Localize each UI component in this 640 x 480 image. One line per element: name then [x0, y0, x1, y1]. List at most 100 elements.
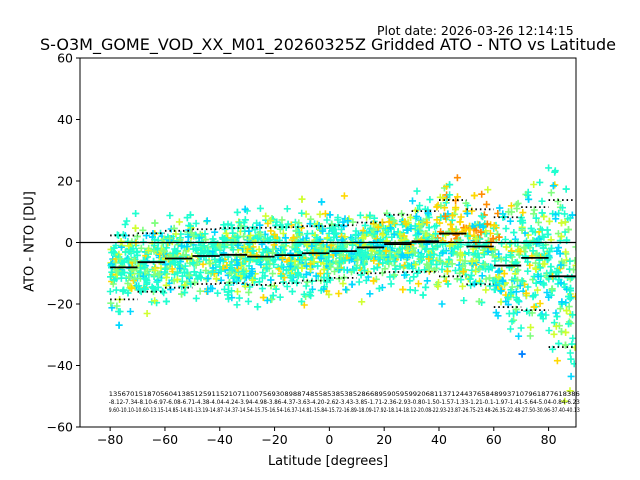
data-point — [404, 262, 412, 270]
data-point — [120, 286, 127, 294]
y-tick-label: 0 — [65, 235, 73, 250]
data-point — [135, 270, 143, 278]
data-point — [348, 280, 356, 288]
data-point — [545, 217, 553, 225]
data-point — [425, 255, 433, 263]
data-point — [441, 204, 448, 212]
data-point — [255, 278, 263, 286]
data-point — [151, 297, 159, 305]
data-point — [553, 357, 561, 365]
data-point — [122, 248, 129, 256]
data-point — [446, 191, 454, 199]
data-point — [512, 288, 520, 296]
data-point — [562, 328, 570, 336]
data-point — [484, 186, 492, 194]
data-point — [570, 360, 576, 368]
data-point — [468, 257, 476, 265]
data-point — [356, 251, 364, 259]
data-point — [157, 257, 165, 265]
data-point — [170, 277, 178, 285]
data-point — [480, 250, 488, 258]
data-point — [565, 226, 572, 234]
data-point — [529, 293, 537, 301]
data-point — [437, 214, 445, 221]
data-point — [288, 288, 296, 295]
data-point — [443, 267, 451, 275]
data-point — [483, 200, 491, 208]
data-point — [450, 245, 458, 253]
data-point — [548, 285, 556, 293]
data-point — [151, 219, 159, 227]
data-point — [220, 243, 228, 251]
data-point — [303, 262, 311, 270]
data-point — [387, 280, 395, 288]
data-point — [482, 275, 490, 283]
data-point — [267, 216, 274, 224]
data-point — [547, 263, 555, 271]
bin-label-row: -8.12-7.34-8.10-6.97-6.08-6.71-4.38-4.04… — [109, 399, 580, 406]
data-point — [222, 229, 230, 237]
data-point — [335, 290, 343, 298]
data-point — [162, 297, 170, 305]
data-point — [262, 212, 270, 220]
data-point — [449, 212, 456, 219]
data-point — [472, 268, 480, 275]
data-point — [112, 286, 120, 294]
data-point — [114, 267, 122, 275]
data-point — [258, 274, 266, 282]
data-point — [496, 204, 504, 212]
data-point — [410, 273, 418, 281]
data-point — [256, 221, 264, 229]
data-point — [370, 265, 378, 273]
data-point — [366, 211, 374, 219]
data-point — [323, 216, 331, 224]
data-point — [497, 287, 505, 295]
data-point — [233, 208, 241, 216]
data-point — [556, 305, 564, 313]
data-point — [543, 289, 551, 296]
data-point — [486, 274, 493, 282]
data-point — [225, 295, 232, 303]
data-point — [385, 218, 393, 226]
x-tick-label: −20 — [261, 432, 287, 447]
data-point — [293, 279, 301, 287]
data-point — [130, 257, 138, 265]
data-point — [504, 294, 512, 301]
data-point — [482, 286, 490, 294]
data-point — [538, 209, 546, 217]
data-point — [457, 213, 465, 221]
data-point — [200, 242, 208, 250]
data-point — [510, 229, 518, 236]
data-point — [130, 274, 138, 282]
data-point — [448, 225, 456, 233]
data-point — [471, 249, 479, 257]
data-point — [508, 317, 516, 325]
data-point — [335, 266, 343, 274]
data-point — [370, 277, 378, 285]
data-point — [448, 260, 456, 268]
data-point — [513, 276, 521, 284]
data-point — [133, 265, 140, 272]
data-point — [419, 291, 427, 299]
data-point — [281, 274, 288, 282]
data-point — [562, 185, 570, 193]
data-point — [361, 232, 369, 240]
data-point — [136, 286, 144, 294]
data-point — [565, 293, 573, 301]
data-point — [269, 249, 276, 257]
data-point — [111, 249, 119, 257]
data-point — [546, 248, 554, 255]
data-point — [399, 286, 407, 294]
data-point — [174, 269, 182, 277]
data-point — [229, 229, 237, 237]
data-point — [320, 285, 328, 293]
data-point — [175, 218, 183, 226]
data-point — [107, 273, 115, 281]
data-point — [518, 350, 526, 358]
data-point — [336, 242, 344, 250]
data-point — [369, 231, 377, 239]
data-point — [387, 225, 395, 233]
data-point — [288, 277, 296, 285]
data-point — [254, 234, 262, 242]
data-point — [530, 210, 538, 218]
